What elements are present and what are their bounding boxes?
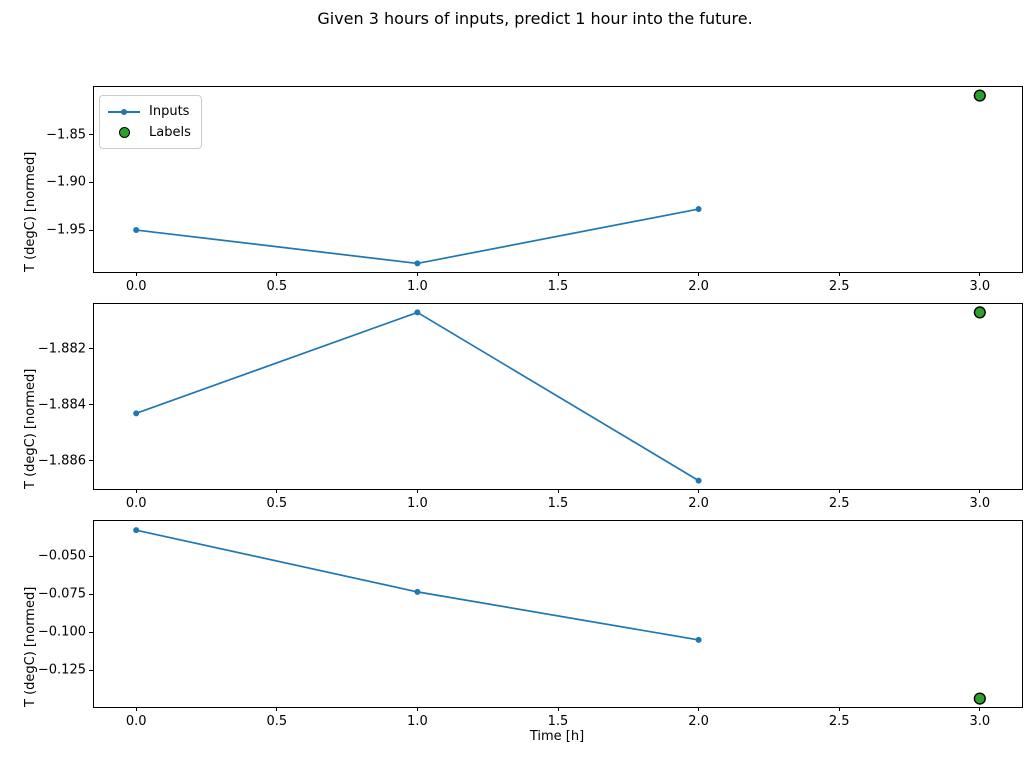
y-axis-label: T (degC) [normed] (23, 368, 38, 489)
inputs-marker (414, 260, 421, 267)
x-tick-mark (276, 707, 278, 711)
x-tick-mark (416, 272, 418, 276)
subplot-3: 0.0 0.5 1.0 1.5 2.0 2.5 3.0 −0.050 −0.075 −0.100 −… (23, 520, 1023, 729)
x-tick-label: 1.0 (407, 279, 428, 294)
x-tick-mark (979, 272, 981, 276)
inputs-line (135, 311, 700, 482)
x-tick-mark (557, 272, 559, 276)
y-tick-label: −0.100 (37, 624, 86, 640)
labels-marker (973, 89, 986, 102)
y-tick-mark (89, 631, 93, 633)
x-tick-label: 3.0 (969, 279, 991, 294)
inputs-marker (414, 309, 421, 316)
y-tick-label: −1.882 (37, 341, 86, 357)
inputs-marker (695, 206, 702, 213)
x-axis-label: Time [h] (529, 729, 585, 744)
legend-item-labels: Labels (108, 122, 191, 143)
legend-label-inputs: Inputs (149, 104, 190, 119)
x-tick-label: 2.5 (828, 496, 850, 511)
x-tick-label: 3.0 (969, 714, 991, 729)
y-tick-label: −1.95 (46, 222, 86, 238)
y-tick-mark (89, 404, 93, 406)
y-axis-label: T (degC) [normed] (23, 151, 38, 272)
x-tick-mark (276, 489, 278, 493)
x-tick-label: 0.0 (125, 714, 147, 729)
y-tick-mark (89, 669, 93, 671)
x-tick-mark (698, 489, 700, 493)
inputs-marker (695, 636, 702, 643)
x-tick-label: 1.5 (547, 714, 569, 729)
x-tick-mark (698, 272, 700, 276)
x-tick-mark (838, 489, 840, 493)
x-tick-label: 2.5 (828, 279, 850, 294)
y-tick-mark (89, 134, 93, 136)
figure-title: Given 3 hours of inputs, predict 1 hour … (317, 9, 753, 28)
plot-area (133, 527, 986, 705)
subplot-2: 0.0 0.5 1.0 1.5 2.0 2.5 3.0 −1.882 −1.884 −1.886 T… (23, 303, 1023, 511)
legend-label-labels: Labels (149, 125, 191, 140)
x-tick-label: 2.0 (688, 496, 709, 511)
inputs-marker (414, 588, 421, 595)
y-tick-label: −0.075 (37, 586, 86, 602)
x-tick-label: 0.5 (266, 496, 288, 511)
x-tick-mark (979, 489, 981, 493)
x-tick-mark (135, 489, 137, 493)
legend: Inputs Labels (99, 95, 202, 149)
y-tick-label: −1.886 (37, 453, 86, 469)
labels-marker (973, 306, 986, 319)
y-tick-label: −0.125 (37, 662, 86, 678)
x-tick-mark (838, 272, 840, 276)
x-tick-label: 0.5 (266, 279, 288, 294)
y-tick-mark (89, 348, 93, 350)
x-tick-mark (979, 707, 981, 711)
inputs-line (136, 208, 699, 265)
x-tick-label: 1.5 (547, 496, 569, 511)
legend-item-inputs: Inputs (108, 101, 191, 122)
x-tick-mark (276, 272, 278, 276)
x-tick-mark (416, 489, 418, 493)
x-tick-label: 2.0 (688, 279, 709, 294)
inputs-marker (695, 477, 702, 484)
inputs-marker (133, 410, 140, 417)
y-tick-mark (89, 460, 93, 462)
y-tick-mark (89, 181, 93, 183)
x-tick-label: 2.0 (688, 714, 709, 729)
y-tick-mark (89, 229, 93, 231)
y-tick-mark (89, 555, 93, 557)
x-tick-mark (135, 707, 137, 711)
x-tick-mark (838, 707, 840, 711)
x-tick-label: 2.5 (828, 714, 850, 729)
y-tick-label: −1.85 (46, 127, 86, 143)
inputs-line (135, 529, 699, 641)
x-tick-label: 0.0 (125, 496, 147, 511)
plot-area (133, 306, 986, 484)
plot-area (133, 89, 986, 267)
inputs-marker (133, 227, 140, 234)
labels-marker (973, 692, 986, 705)
inputs-line-icon (108, 108, 140, 115)
x-tick-mark (557, 489, 559, 493)
x-tick-label: 1.0 (407, 714, 428, 729)
y-axis-label: T (degC) [normed] (23, 586, 38, 707)
x-tick-mark (698, 707, 700, 711)
labels-circle-icon (108, 127, 140, 138)
y-tick-label: −1.884 (37, 397, 86, 413)
x-tick-label: 3.0 (969, 496, 991, 511)
x-tick-mark (416, 707, 418, 711)
x-tick-label: 0.5 (266, 714, 288, 729)
x-tick-mark (135, 272, 137, 276)
subplot-1: Inputs Labels 0.0 0.5 1.0 1.5 2.0 2.5 3.0 −1.85… (23, 86, 1023, 294)
x-tick-mark (557, 707, 559, 711)
x-tick-label: 1.0 (407, 496, 428, 511)
y-tick-mark (89, 593, 93, 595)
y-tick-label: −1.90 (46, 174, 86, 190)
y-tick-label: −0.050 (37, 548, 86, 564)
x-tick-label: 0.0 (125, 279, 147, 294)
inputs-marker (133, 527, 140, 534)
x-tick-label: 1.5 (547, 279, 569, 294)
